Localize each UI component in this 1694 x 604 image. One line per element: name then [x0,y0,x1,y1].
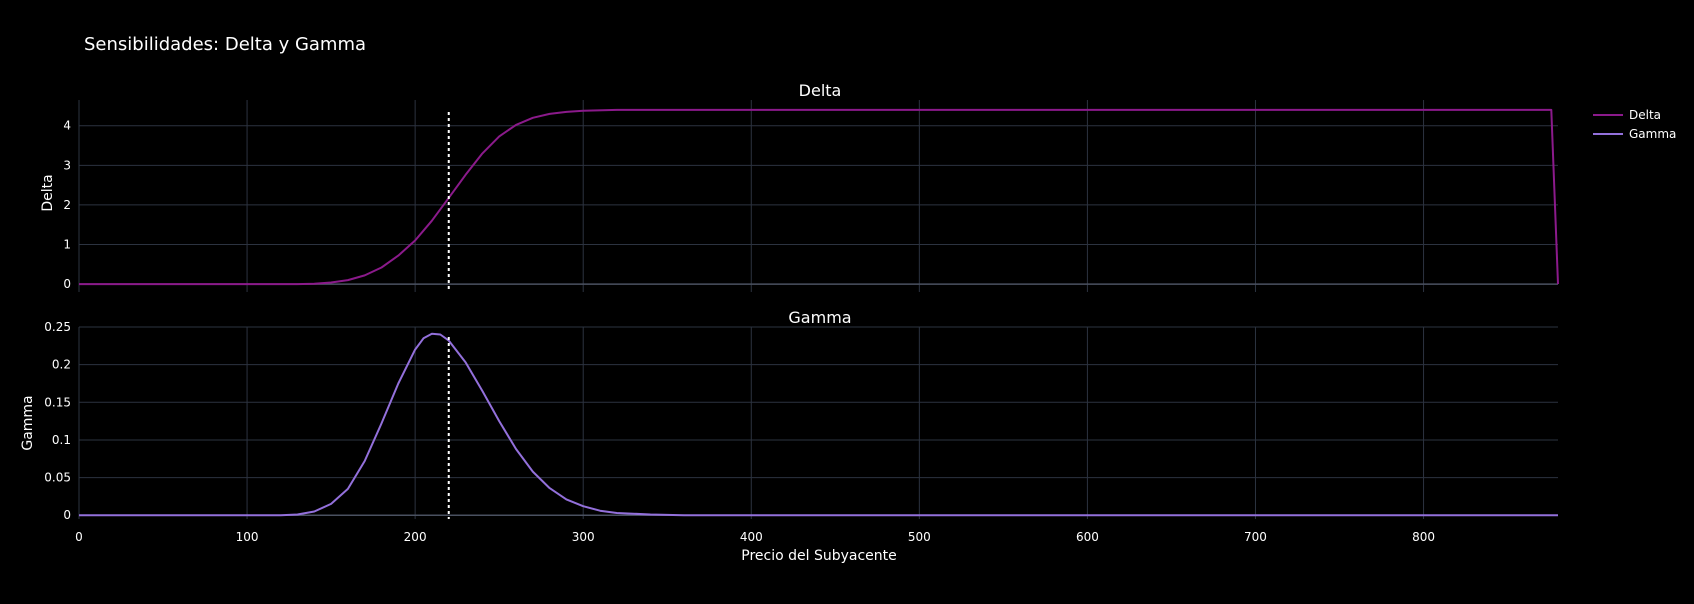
y-axis-label-delta: Delta [40,174,56,211]
legend-item-delta[interactable]: Delta [1593,108,1661,122]
y-tick-label: 0.25 [44,320,71,334]
y-tick-label: 0 [63,508,71,522]
x-axis-label: Precio del Subyacente [741,548,897,564]
legend[interactable]: Delta Gamma [1593,108,1676,141]
x-tick-label: 0 [75,530,83,544]
x-tick-label: 400 [740,530,763,544]
subplot-delta: 0 1 2 3 4 [63,100,1559,292]
subplot-title-delta: Delta [799,81,842,100]
plots-layer: 0 1 2 3 4 0 0.05 0.1 0.15 0.2 0.25 0 100 200 300 400 500… [44,100,1559,544]
y-tick-label: 0.15 [44,395,71,409]
y-tick-label: 0.2 [52,358,71,372]
x-tick-label: 500 [908,530,931,544]
x-tick-label: 600 [1076,530,1099,544]
chart-title: Sensibilidades: Delta y Gamma [84,34,366,55]
y-tick-label: 1 [63,237,71,251]
series-line-delta [79,108,1559,286]
subplot-title-gamma: Gamma [788,308,851,327]
y-tick-label: 0 [63,277,71,291]
x-tick-label: 700 [1244,530,1267,544]
x-tick-label: 800 [1412,530,1435,544]
series-line-gamma [79,332,1558,517]
y-tick-label: 2 [63,198,71,212]
x-tick-label: 100 [236,530,259,544]
legend-label: Delta [1629,108,1661,122]
x-tick-label: 200 [404,530,427,544]
legend-item-gamma[interactable]: Gamma [1593,127,1676,141]
y-tick-label: 4 [63,119,71,133]
y-tick-label: 3 [63,158,71,172]
x-tick-label: 300 [572,530,595,544]
y-tick-label: 0.05 [44,471,71,485]
legend-label: Gamma [1629,127,1676,141]
subplot-gamma: 0 0.05 0.1 0.15 0.2 0.25 0 100 200 300 400 500 600 70… [44,320,1558,544]
y-tick-label: 0.1 [52,433,71,447]
y-axis-label-gamma: Gamma [20,395,36,450]
